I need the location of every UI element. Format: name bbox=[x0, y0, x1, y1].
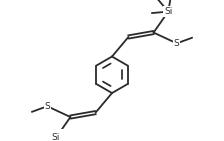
Text: Si: Si bbox=[52, 133, 60, 141]
Text: S: S bbox=[44, 102, 50, 111]
Text: S: S bbox=[174, 39, 180, 48]
Text: Si: Si bbox=[164, 7, 172, 16]
